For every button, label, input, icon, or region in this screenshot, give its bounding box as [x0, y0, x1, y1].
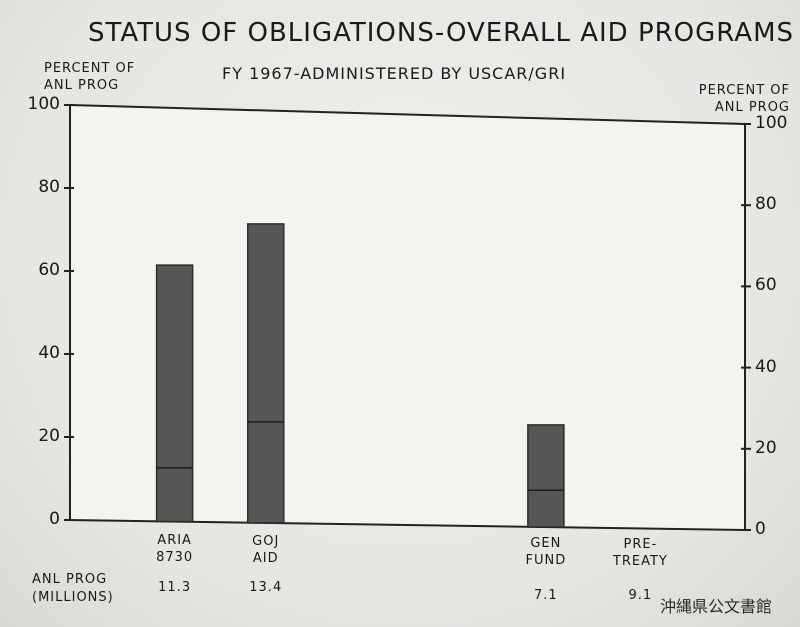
category-label-pre--treaty: PRE- TREATY — [612, 537, 668, 570]
bar-gen-fund — [527, 424, 565, 528]
left-tick-label-100: 100 — [27, 94, 60, 114]
right-tick-label-0: 0 — [755, 519, 766, 539]
amount-row-label-line2: (MILLIONS) — [32, 590, 114, 605]
amount-row-label-line1: ANL PROG — [32, 572, 108, 587]
bar-goj-aid — [247, 223, 285, 524]
right-tick-label-20: 20 — [755, 437, 777, 458]
archive-stamp: 沖縄県公文書館 — [659, 597, 772, 616]
amount-row-label: ANL PROG (MILLIONS) — [32, 571, 114, 607]
left-tick-label-0: 0 — [49, 509, 60, 529]
amount-gen-fund: 7.1 — [534, 588, 558, 603]
category-label-aria-8730: ARIA 8730 — [156, 532, 194, 565]
amount-goj-aid: 13.4 — [249, 580, 283, 595]
category-label-goj-aid: GOJ AID — [252, 533, 280, 566]
left-tick-label-80: 80 — [38, 177, 60, 197]
y-axis-label-left: PERCENT OF ANL PROG — [44, 60, 135, 94]
right-tick-label-60: 60 — [755, 275, 777, 296]
bar-aria-8730 — [155, 264, 194, 523]
y-axis-label-left-line2: ANL PROG — [44, 78, 120, 93]
chart-title: STATUS OF OBLIGATIONS-OVERALL AID PROGRA… — [88, 18, 795, 48]
amount-pre--treaty: 9.1 — [628, 588, 653, 603]
left-tick-label-40: 40 — [38, 343, 60, 363]
left-tick-label-20: 20 — [38, 426, 60, 446]
right-tick-label-80: 80 — [755, 194, 777, 215]
y-axis-label-right: PERCENT OF ANL PROG — [699, 82, 790, 116]
category-label-gen-fund: GEN FUND — [525, 536, 567, 569]
chart-subtitle: FY 1967-ADMINISTERED BY USCAR/GRI — [222, 64, 567, 83]
y-axis-label-left-line1: PERCENT OF — [44, 61, 136, 76]
right-tick-label-40: 40 — [755, 356, 777, 377]
amount-aria-8730: 11.3 — [158, 580, 192, 595]
right-tick-label-100: 100 — [755, 113, 788, 133]
y-axis-label-right-line2: ANL PROG — [714, 100, 790, 115]
y-axis-label-right-line1: PERCENT OF — [698, 83, 790, 98]
left-tick-label-60: 60 — [38, 260, 60, 280]
